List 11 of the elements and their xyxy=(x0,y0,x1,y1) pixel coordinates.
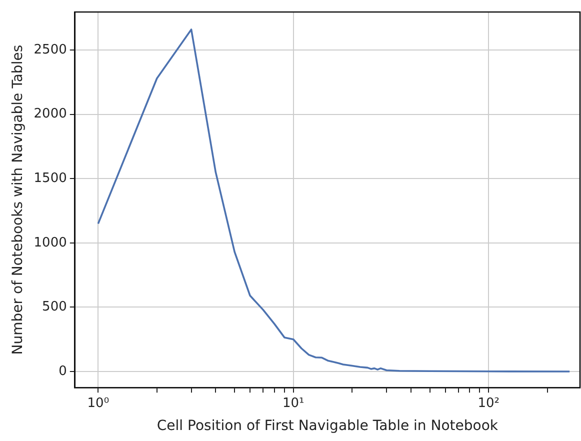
x-tick-label: 10² xyxy=(478,396,500,411)
y-tick-label: 500 xyxy=(42,300,67,315)
x-tick-label: 10⁰ xyxy=(87,396,110,411)
y-tick-label: 1500 xyxy=(34,171,67,186)
y-tick-label: 2500 xyxy=(34,42,67,58)
y-axis-title: Number of Notebooks with Navigable Tables xyxy=(10,44,26,355)
y-tick-label: 0 xyxy=(58,364,67,379)
y-tick-label: 1000 xyxy=(34,235,67,250)
x-axis-title: Cell Position of First Navigable Table in Notebook xyxy=(156,418,499,434)
x-tick-label: 10¹ xyxy=(282,396,304,411)
y-tick-label: 2000 xyxy=(34,106,67,122)
